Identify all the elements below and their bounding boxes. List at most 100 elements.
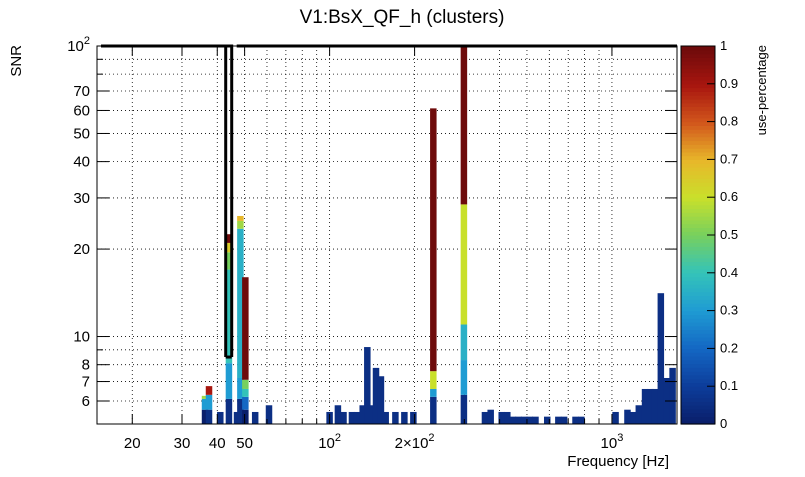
histogram-segment — [647, 388, 654, 424]
histogram-segment — [555, 416, 562, 424]
histogram-segment — [353, 411, 361, 424]
y-tick-label: 30 — [73, 190, 90, 207]
histogram-segment — [669, 367, 676, 424]
colorbar-swatch — [681, 269, 715, 274]
histogram-segment — [225, 398, 233, 424]
histogram-segment — [460, 360, 468, 395]
colorbar-tick-label: 0.6 — [720, 189, 738, 204]
colorbar-swatch — [681, 287, 715, 293]
colorbar-swatch — [681, 121, 715, 126]
histogram-column — [544, 416, 551, 424]
histogram-column — [532, 416, 539, 424]
x-axis-title: Frequency [Hz] — [567, 453, 669, 470]
colorbar-swatch — [681, 295, 715, 300]
histogram-segment — [651, 388, 659, 424]
plot-frame — [96, 45, 678, 425]
histogram-segment — [225, 242, 233, 253]
colorbar-swatch — [681, 359, 715, 365]
x-tick-label: 102 — [318, 432, 341, 452]
histogram-segment — [460, 46, 468, 205]
histogram-segment — [242, 409, 249, 424]
colorbar-swatch — [681, 250, 715, 255]
histogram-column — [348, 411, 356, 424]
histogram-column — [217, 411, 224, 424]
histogram-segment — [242, 277, 249, 380]
histogram-column — [368, 405, 375, 424]
histogram-segment — [509, 416, 517, 424]
histogram-segment — [201, 395, 209, 399]
histogram-segment — [205, 386, 213, 395]
histogram-segment — [372, 367, 380, 424]
histogram-column — [487, 409, 494, 424]
histogram-segment — [560, 416, 568, 424]
histogram-column — [353, 411, 361, 424]
colorbar-swatch — [681, 310, 715, 315]
colorbar-swatch — [681, 106, 715, 111]
histogram-segment — [532, 416, 539, 424]
histogram-column — [669, 367, 676, 424]
histogram-column — [498, 411, 505, 424]
histogram-column — [641, 388, 649, 424]
histogram-segment — [251, 411, 259, 424]
histogram-segment — [237, 220, 244, 229]
colorbar-swatch — [681, 68, 715, 74]
colorbar-swatch — [681, 340, 715, 346]
histogram-segment — [578, 416, 585, 424]
colorbar-swatch — [681, 393, 715, 399]
histogram-segment — [430, 108, 437, 372]
colorbar-swatch — [681, 257, 715, 263]
colorbar-swatch — [681, 125, 715, 130]
histogram-column — [364, 347, 371, 424]
colorbar-swatch — [681, 363, 715, 368]
histogram-segment — [201, 398, 209, 410]
histogram-column — [572, 416, 579, 424]
colorbar-swatch — [681, 306, 715, 312]
colorbar-swatch — [681, 333, 715, 338]
histogram-segment — [237, 215, 244, 221]
histogram-segment — [624, 409, 631, 424]
colorbar-swatch — [681, 408, 715, 414]
colorbar-swatch — [681, 102, 715, 108]
colorbar-swatch — [681, 129, 715, 134]
colorbar-swatch — [681, 166, 715, 172]
colorbar-swatch — [681, 91, 715, 96]
colorbar-swatch — [681, 382, 715, 387]
colorbar-swatch — [681, 314, 715, 319]
histogram-segment — [237, 377, 244, 399]
histogram-column — [205, 386, 213, 424]
histogram-segment — [382, 411, 389, 424]
histogram-segment — [430, 371, 437, 389]
histogram-segment — [237, 398, 244, 424]
colorbar-swatch — [681, 261, 715, 266]
colorbar-swatch — [681, 303, 715, 308]
histogram-segment — [205, 394, 213, 410]
histogram-column — [340, 411, 347, 424]
histogram-column — [265, 405, 273, 424]
histogram-segment — [359, 405, 366, 424]
colorbar-swatch — [681, 291, 715, 297]
colorbar-swatch — [681, 148, 715, 153]
colorbar-swatch — [681, 246, 715, 251]
histogram-segment — [205, 409, 213, 424]
histogram-column — [578, 416, 585, 424]
histogram-column — [237, 215, 244, 424]
histogram-segment — [430, 396, 437, 424]
histogram-column — [630, 411, 637, 424]
y-tick-label: 50 — [73, 125, 90, 142]
colorbar-swatch — [681, 280, 715, 285]
histogram-column — [225, 234, 233, 424]
colorbar-tick-label: 0.8 — [720, 114, 738, 129]
colorbar-swatch — [681, 114, 715, 119]
colorbar-swatch — [681, 61, 715, 66]
colorbar-swatch — [681, 374, 715, 380]
colorbar-swatch — [681, 193, 715, 198]
colorbar-swatch — [681, 64, 715, 70]
colorbar-swatch — [681, 76, 715, 81]
colorbar-swatch — [681, 155, 715, 160]
histogram-segment — [460, 394, 468, 424]
y-tick-label: 102 — [67, 35, 90, 55]
colorbar-swatch — [681, 337, 715, 342]
histogram-segment — [225, 234, 233, 243]
histogram-segment — [520, 416, 528, 424]
